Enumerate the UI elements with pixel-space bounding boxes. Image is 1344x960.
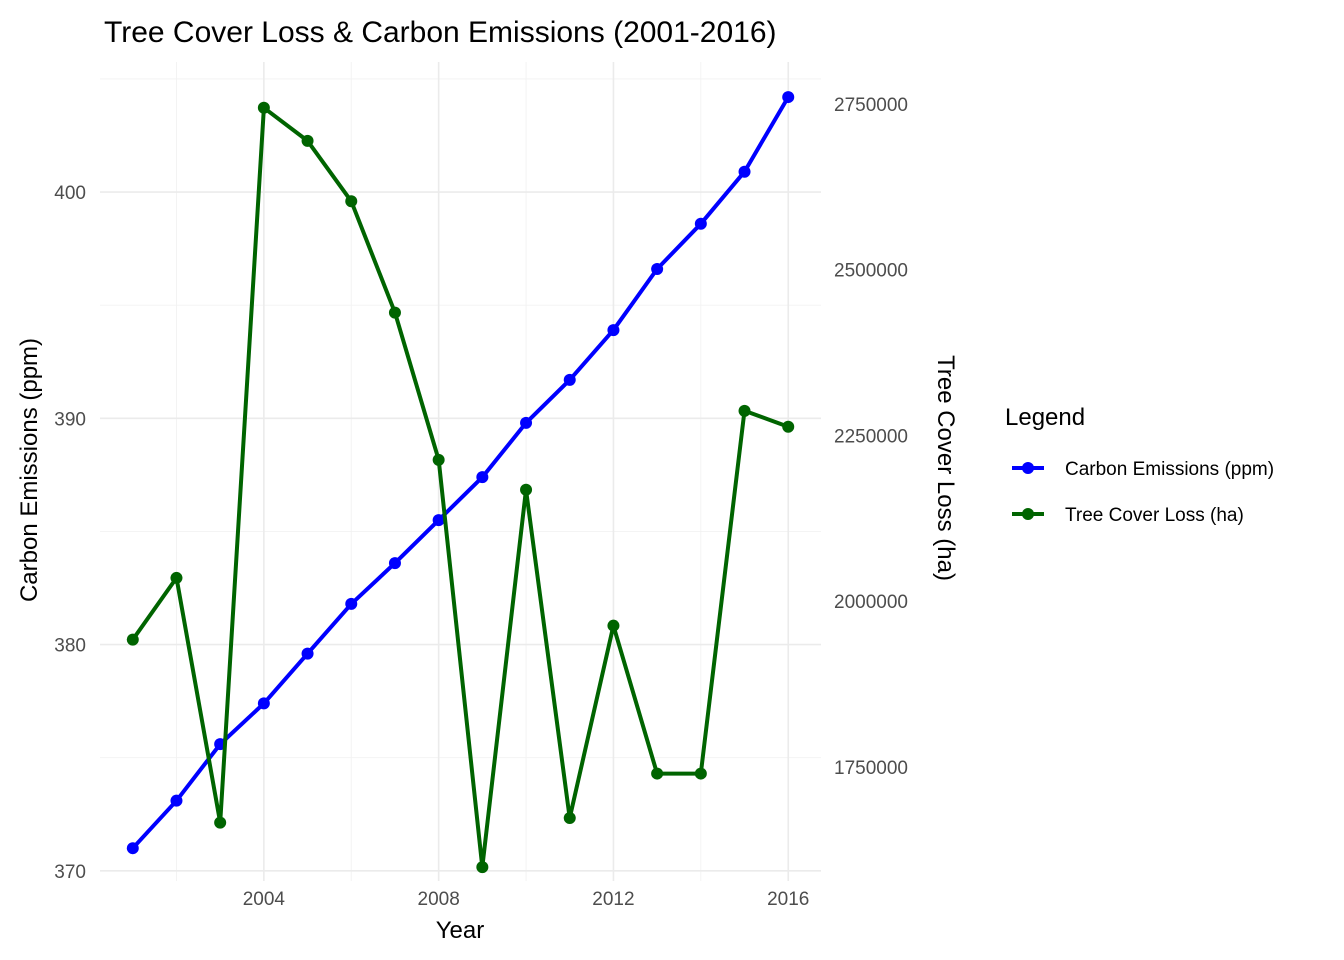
carbon-emissions-point bbox=[388, 557, 401, 570]
y2-tick-label: 2250000 bbox=[834, 426, 908, 447]
y2-axis-title: Tree Cover Loss (ha) bbox=[932, 355, 959, 581]
tree-cover-loss-point bbox=[782, 420, 795, 433]
legend-key-point bbox=[1022, 508, 1034, 520]
y-tick-label: 400 bbox=[54, 183, 86, 204]
y-tick-label: 380 bbox=[54, 636, 86, 657]
carbon-emissions-point bbox=[782, 91, 795, 104]
carbon-emissions-line bbox=[130, 95, 791, 851]
tree-cover-loss-series bbox=[126, 101, 795, 874]
tree-cover-loss-point bbox=[694, 767, 707, 780]
y-tick-label: 370 bbox=[54, 862, 86, 883]
left-axis-ticks: 370 380 390 400 bbox=[54, 183, 86, 883]
legend: Legend Carbon Emissions (ppm) Tree Cover … bbox=[1005, 404, 1274, 526]
legend-label: Carbon Emissions (ppm) bbox=[1065, 459, 1274, 480]
chart-title: Tree Cover Loss & Carbon Emissions (2001… bbox=[104, 16, 777, 49]
x-axis-title: Year bbox=[436, 917, 485, 944]
carbon-emissions-point bbox=[257, 697, 270, 710]
y-axis-title: Carbon Emissions (ppm) bbox=[16, 338, 43, 602]
carbon-emissions-point bbox=[432, 514, 445, 527]
tree-cover-loss-point bbox=[345, 195, 358, 208]
carbon-emissions-point bbox=[607, 324, 620, 337]
legend-item-carbon-emissions: Carbon Emissions (ppm) bbox=[1012, 459, 1274, 480]
y2-tick-label: 1750000 bbox=[834, 758, 908, 779]
carbon-emissions-point bbox=[738, 165, 751, 178]
carbon-emissions-point bbox=[563, 373, 576, 386]
tree-cover-loss-point bbox=[432, 453, 445, 466]
tree-cover-loss-point bbox=[257, 101, 270, 114]
tree-cover-loss-point bbox=[651, 767, 664, 780]
series-layer bbox=[126, 91, 795, 874]
x-axis-ticks: 2004 2008 2012 2016 bbox=[243, 889, 810, 910]
tree-cover-loss-point bbox=[388, 306, 401, 319]
carbon-emissions-series bbox=[126, 91, 795, 855]
legend-key-point bbox=[1022, 462, 1034, 474]
y2-tick-label: 2750000 bbox=[834, 95, 908, 116]
x-tick-label: 2008 bbox=[418, 889, 460, 910]
carbon-emissions-point bbox=[694, 217, 707, 230]
legend-items: Carbon Emissions (ppm) Tree Cover Loss (h… bbox=[1012, 459, 1274, 526]
carbon-emissions-point bbox=[651, 263, 664, 276]
tree-cover-loss-point bbox=[607, 619, 620, 632]
tree-cover-loss-point bbox=[476, 861, 489, 874]
right-axis-ticks: 1750000 2000000 2250000 2500000 2750000 bbox=[834, 95, 908, 779]
carbon-emissions-point bbox=[126, 842, 139, 855]
tree-cover-loss-point bbox=[301, 134, 314, 147]
carbon-emissions-point bbox=[301, 647, 314, 660]
tree-cover-loss-point bbox=[214, 816, 227, 829]
y-tick-label: 390 bbox=[54, 409, 86, 430]
legend-label: Tree Cover Loss (ha) bbox=[1065, 505, 1244, 526]
x-tick-label: 2016 bbox=[767, 889, 809, 910]
tree-cover-loss-point bbox=[563, 812, 576, 824]
x-tick-label: 2012 bbox=[592, 889, 634, 910]
legend-item-tree-cover-loss: Tree Cover Loss (ha) bbox=[1012, 505, 1244, 526]
tree-cover-loss-line bbox=[130, 105, 791, 870]
y2-tick-label: 2000000 bbox=[834, 592, 908, 613]
carbon-emissions-point bbox=[476, 471, 489, 484]
carbon-emissions-point bbox=[345, 597, 358, 610]
gridlines bbox=[100, 62, 821, 881]
tree-cover-loss-point bbox=[738, 404, 751, 417]
tree-cover-loss-point bbox=[520, 483, 533, 496]
carbon-emissions-point bbox=[170, 794, 183, 807]
carbon-emissions-point bbox=[520, 416, 533, 429]
tree-cover-loss-point bbox=[170, 571, 183, 584]
y2-tick-label: 2500000 bbox=[834, 261, 908, 282]
tree-cover-loss-point bbox=[126, 633, 139, 646]
x-tick-label: 2004 bbox=[243, 889, 286, 910]
legend-title: Legend bbox=[1005, 404, 1085, 431]
